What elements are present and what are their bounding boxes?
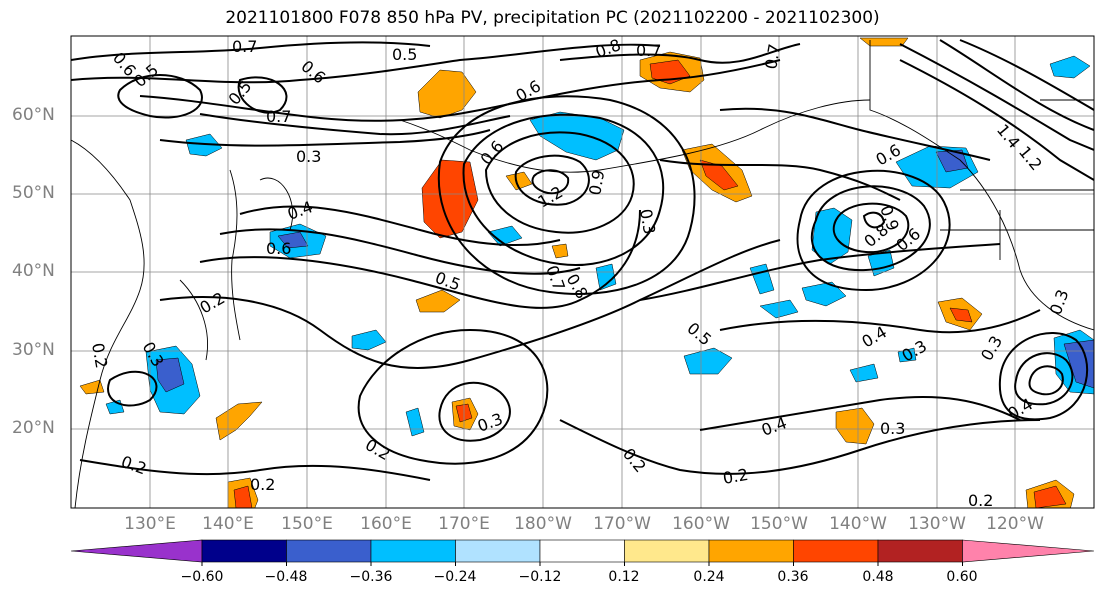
colorbar-tick-label: 0.48 [862, 569, 894, 585]
map-title: 2021101800 F078 850 hPa PV, precipitatio… [225, 8, 880, 28]
pv-contours [71, 39, 1094, 481]
colorbar-bin [877, 539, 963, 563]
colorbar-bin [539, 539, 625, 563]
lon-label: 140°W [829, 514, 887, 534]
lon-label: 120°W [986, 514, 1044, 534]
contour-label: 0.2 [88, 341, 111, 369]
colorbar-bin [370, 539, 456, 563]
colorbar-extend-right [962, 539, 1095, 563]
contour-label: 0.7 [761, 42, 784, 70]
colorbar-tick-label: −0.24 [433, 569, 477, 585]
colorbar [70, 539, 1095, 566]
contour-label: 0.9 [585, 168, 608, 196]
lon-label: 130°E [124, 514, 176, 534]
colorbar-tick-label: −0.48 [264, 569, 308, 585]
contour-label: 0.3 [636, 207, 659, 235]
colorbar-tick-label: 0.24 [693, 569, 725, 585]
colorbar-extend-left [70, 539, 203, 563]
lon-label: 150°E [281, 514, 333, 534]
colorbar-tick-label: 0.36 [777, 569, 809, 585]
contour-label: 0.3 [296, 147, 321, 166]
lon-label: 150°W [750, 514, 808, 534]
contour-label: 0.7 [266, 107, 291, 126]
colorbar-bin [455, 539, 541, 563]
plot-area: 0.6 0.5 0.7 0.6 0.5 0.8 0.7 0.7 0.5 0.7 … [71, 36, 1094, 510]
colorbar-tick-label: −0.60 [180, 569, 224, 585]
colorbar-tick-label: −0.12 [518, 569, 562, 585]
lon-label: 180°W [514, 514, 572, 534]
colorbar-bin [201, 539, 287, 563]
colorbar-tick-label: 0.60 [946, 569, 978, 585]
contour-label: 0.7 [636, 41, 661, 60]
colorbar-bin [286, 539, 372, 563]
colorbar-bin [624, 539, 710, 563]
contour-label: 0.2 [250, 475, 275, 494]
lat-label: 30°N [12, 340, 55, 360]
lat-label: 60°N [12, 105, 55, 125]
lon-label: 160°W [672, 514, 730, 534]
contour-label: 0.7 [232, 37, 257, 56]
lon-label: 170°E [438, 514, 490, 534]
coastlines [71, 40, 1094, 508]
contour-label: 0.2 [721, 465, 749, 488]
lat-label: 20°N [12, 418, 55, 438]
plot-frame [70, 35, 1095, 509]
colorbar-bin [708, 539, 794, 563]
contour-label: 0.3 [880, 419, 905, 438]
contour-label: 0.6 [266, 239, 291, 258]
lon-label: 140°E [202, 514, 254, 534]
colorbar-bin [793, 539, 879, 563]
colorbar-tick-label: 0.12 [608, 569, 640, 585]
lat-label: 50°N [12, 183, 55, 203]
lat-label: 40°N [12, 261, 55, 281]
contour-label: 0.5 [392, 45, 417, 64]
contour-label: 0.2 [968, 491, 993, 510]
colorbar-tick-label: −0.36 [349, 569, 393, 585]
lon-label: 130°W [908, 514, 966, 534]
lon-label: 160°E [360, 514, 412, 534]
lon-label: 170°W [593, 514, 651, 534]
